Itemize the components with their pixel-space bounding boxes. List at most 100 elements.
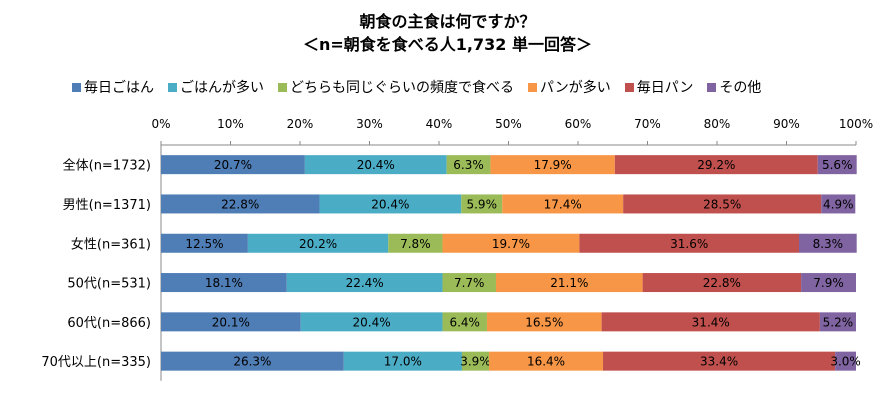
chart-subtitle: ＜n=朝食を食べる人1,732 単一回答＞ [303, 35, 592, 54]
data-label: 20.4% [353, 315, 391, 329]
bar-segment [603, 351, 836, 371]
legend-label: 毎日パン [636, 80, 694, 96]
data-label: 20.7% [214, 158, 252, 172]
data-label: 17.0% [384, 355, 422, 369]
bar-segment [821, 194, 856, 214]
legend-label: パンが多い [540, 80, 611, 96]
data-label: 6.3% [453, 158, 484, 172]
bar-segment [642, 273, 802, 293]
data-label: 31.4% [692, 315, 730, 329]
category-label: 70代以上(n=335) [41, 355, 151, 370]
bar-segment [343, 351, 462, 371]
bar-segment [319, 194, 462, 214]
bar-segment [442, 312, 487, 332]
data-label: 5.6% [822, 158, 853, 172]
x-tick-label: 80% [704, 117, 731, 131]
x-tick-label: 90% [773, 117, 800, 131]
bar-segment [161, 233, 248, 253]
bar-segment [799, 233, 857, 253]
legend-label: その他 [719, 80, 762, 96]
x-tick-label: 0% [151, 117, 170, 131]
legend-label: ごはんが多い [180, 80, 264, 96]
bar-segment [286, 273, 443, 293]
data-label: 16.4% [527, 355, 565, 369]
bar-segment [304, 155, 447, 175]
data-label: 4.9% [823, 197, 854, 211]
bar-segment [801, 273, 856, 293]
bar-segment [495, 273, 643, 293]
data-label: 31.6% [670, 237, 708, 251]
data-label: 5.2% [823, 315, 854, 329]
bar-segment [461, 194, 503, 214]
legend-swatch [624, 82, 634, 92]
data-label: 17.4% [544, 197, 582, 211]
legend-swatch [278, 82, 287, 92]
bar-segment [161, 273, 287, 293]
legend-label: 毎日ごはん [84, 80, 154, 96]
bar-segment [489, 351, 604, 371]
bar-segment [490, 155, 615, 175]
x-tick-label: 60% [565, 117, 592, 131]
data-label: 33.4% [700, 355, 738, 369]
data-label: 17.9% [534, 158, 572, 172]
bar-segment [300, 312, 443, 332]
data-label: 7.9% [813, 276, 844, 290]
legend-swatch [707, 82, 717, 92]
x-tick-label: 100% [839, 117, 873, 131]
data-label: 21.1% [550, 276, 588, 290]
legend-label: どちらも同じぐらいの頻度で食べる [290, 80, 514, 96]
x-tick-label: 10% [217, 117, 244, 131]
legend-item: 毎日ごはん [72, 77, 154, 97]
chart-legend: 毎日ごはん ごはんが多い どちらも同じぐらいの頻度で食べる パンが多い 毎日パン その他 [72, 77, 775, 97]
data-label: 20.4% [371, 197, 409, 211]
data-label: 22.8% [703, 276, 741, 290]
data-label: 20.1% [212, 315, 250, 329]
x-tick-label: 40% [426, 117, 453, 131]
bar-segment [161, 351, 344, 371]
data-label: 26.3% [233, 355, 271, 369]
bar-segment [819, 312, 856, 332]
legend-swatch [72, 82, 81, 92]
bar-segment [835, 351, 856, 371]
data-label: 5.9% [466, 197, 497, 211]
legend-item: どちらも同じぐらいの頻度で食べる [278, 77, 514, 97]
bar-segment [388, 233, 443, 253]
category-label: 全体(n=1732) [63, 158, 151, 174]
category-label: 60代(n=866) [67, 316, 151, 331]
data-label: 22.4% [346, 276, 384, 290]
x-tick-label: 70% [634, 117, 661, 131]
data-label: 3.0% [830, 355, 861, 369]
bar-segment [461, 351, 490, 371]
data-label: 20.4% [357, 158, 395, 172]
chart-title-block: 朝食の主食は何ですか？ ＜n=朝食を食べる人1,732 単一回答＞ [0, 10, 895, 56]
legend-swatch [168, 82, 177, 92]
data-label: 29.2% [697, 158, 735, 172]
legend-item: ごはんが多い [168, 77, 264, 97]
bar-segment [247, 233, 389, 253]
data-label: 16.5% [525, 315, 563, 329]
x-tick-label: 30% [356, 117, 383, 131]
x-tick-label: 20% [287, 117, 314, 131]
data-label: 7.8% [400, 237, 431, 251]
data-label: 8.3% [813, 237, 844, 251]
data-label: 20.2% [299, 237, 337, 251]
legend-item: その他 [707, 77, 761, 97]
bar-segment [486, 312, 602, 332]
bar-segment [502, 194, 624, 214]
category-label: 男性(n=1371) [63, 198, 151, 213]
bar-segment [442, 273, 496, 293]
bar-segment [614, 155, 818, 175]
chart-title: 朝食の主食は何ですか？ [359, 12, 536, 31]
category-label: 女性(n=361) [71, 236, 151, 252]
data-label: 3.9% [460, 355, 491, 369]
data-label: 19.7% [492, 237, 530, 251]
bar-segment [601, 312, 820, 332]
bar-segment [442, 233, 580, 253]
bar-segment [817, 155, 857, 175]
x-tick-label: 50% [495, 117, 522, 131]
bar-segment [161, 194, 320, 214]
category-label: 50代(n=531) [67, 277, 151, 292]
legend-item: 毎日パン [624, 77, 694, 97]
data-label: 18.1% [205, 276, 243, 290]
